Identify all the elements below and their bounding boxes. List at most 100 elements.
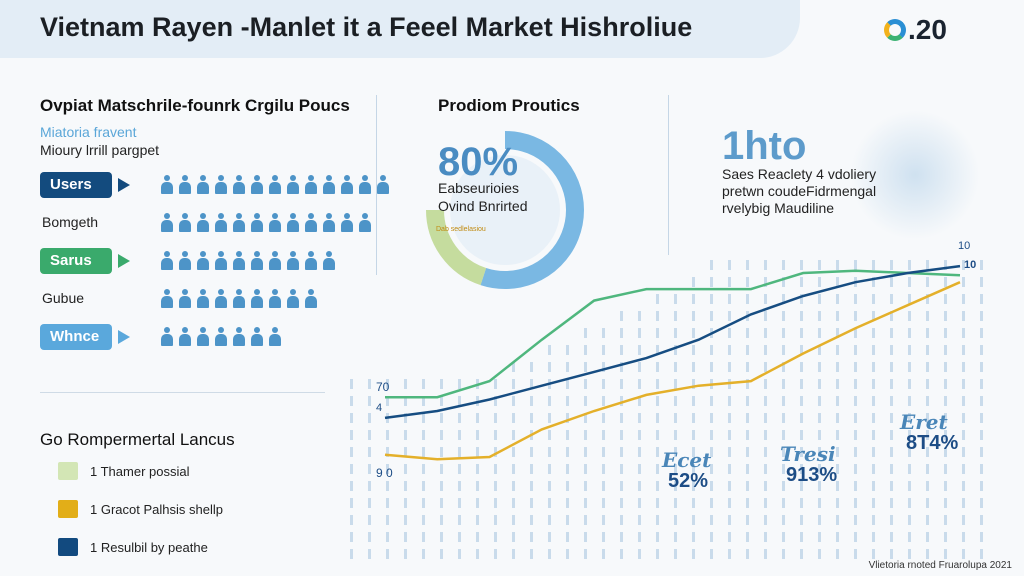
grid-tick xyxy=(386,430,389,440)
grid-tick xyxy=(692,464,695,474)
pictogram-row xyxy=(160,289,318,309)
person-icon xyxy=(286,213,300,233)
grid-tick xyxy=(710,396,713,406)
grid-tick xyxy=(368,481,371,491)
person-icon xyxy=(214,175,228,195)
person-icon xyxy=(178,327,192,347)
grid-tick xyxy=(350,379,353,389)
grid-tick xyxy=(602,498,605,508)
grid-tick xyxy=(890,515,893,525)
grid-tick xyxy=(926,549,929,559)
grid-tick xyxy=(980,498,983,508)
callout-value: 52% xyxy=(668,470,709,492)
grid-tick xyxy=(422,430,425,440)
grid-tick xyxy=(404,430,407,440)
grid-tick xyxy=(458,498,461,508)
grid-tick xyxy=(422,549,425,559)
grid-tick xyxy=(602,413,605,423)
grid-tick xyxy=(890,379,893,389)
person-icon xyxy=(304,289,318,309)
grid-tick xyxy=(674,413,677,423)
grid-tick xyxy=(764,413,767,423)
grid-tick xyxy=(512,362,515,372)
grid-tick xyxy=(512,498,515,508)
grid-tick xyxy=(530,464,533,474)
grid-tick xyxy=(404,515,407,525)
grid-tick xyxy=(512,396,515,406)
grid-tick xyxy=(566,481,569,491)
grid-tick xyxy=(674,549,677,559)
grid-tick xyxy=(872,413,875,423)
grid-tick xyxy=(872,260,875,270)
grid-tick xyxy=(476,464,479,474)
grid-tick xyxy=(962,481,965,491)
person-icon xyxy=(232,289,246,309)
grid-tick xyxy=(692,413,695,423)
row-tag: Sarus xyxy=(40,248,112,274)
grid-tick xyxy=(548,549,551,559)
grid-tick xyxy=(854,362,857,372)
person-icon xyxy=(304,213,318,233)
grid-tick xyxy=(368,430,371,440)
grid-tick xyxy=(818,345,821,355)
person-icon xyxy=(268,289,282,309)
grid-tick xyxy=(728,345,731,355)
grid-tick xyxy=(890,311,893,321)
grid-tick xyxy=(782,311,785,321)
grid-tick xyxy=(872,498,875,508)
grid-tick xyxy=(620,498,623,508)
grid-tick xyxy=(962,362,965,372)
legend-heading: Go Rompermertal Lancus xyxy=(40,430,235,449)
grid-tick xyxy=(458,464,461,474)
grid-tick xyxy=(566,464,569,474)
grid-tick xyxy=(728,413,731,423)
grid-tick xyxy=(764,294,767,304)
grid-tick xyxy=(458,379,461,389)
grid-tick xyxy=(602,464,605,474)
axis-label-left-top: 70 xyxy=(376,380,390,394)
grid-tick xyxy=(638,515,641,525)
grid-tick xyxy=(872,328,875,338)
grid-tick xyxy=(476,532,479,542)
grid-tick xyxy=(638,328,641,338)
person-icon xyxy=(286,289,300,309)
grid-tick xyxy=(674,515,677,525)
grid-tick xyxy=(530,396,533,406)
grid-tick xyxy=(674,362,677,372)
grid-tick xyxy=(764,328,767,338)
grid-tick xyxy=(674,447,677,457)
grid-tick xyxy=(746,481,749,491)
grid-tick xyxy=(674,379,677,389)
grid-tick xyxy=(818,328,821,338)
grid-tick xyxy=(692,345,695,355)
grid-tick xyxy=(674,311,677,321)
grid-tick xyxy=(548,345,551,355)
grid-tick xyxy=(566,362,569,372)
grid-tick xyxy=(476,498,479,508)
grid-tick xyxy=(692,311,695,321)
grid-tick xyxy=(800,515,803,525)
grid-tick xyxy=(386,464,389,474)
grid-tick xyxy=(836,413,839,423)
person-icon xyxy=(196,289,210,309)
grid-tick xyxy=(674,396,677,406)
grid-tick xyxy=(422,447,425,457)
grid-tick xyxy=(782,447,785,457)
grid-tick xyxy=(872,447,875,457)
person-icon xyxy=(322,251,336,271)
grid-tick xyxy=(782,328,785,338)
grid-tick xyxy=(962,294,965,304)
grid-tick xyxy=(494,498,497,508)
grid-tick xyxy=(980,447,983,457)
grid-tick xyxy=(890,260,893,270)
grid-tick xyxy=(530,413,533,423)
grid-tick xyxy=(782,464,785,474)
grid-tick xyxy=(800,277,803,287)
person-icon xyxy=(178,213,192,233)
grid-tick xyxy=(440,413,443,423)
grid-tick xyxy=(656,379,659,389)
person-icon xyxy=(268,327,282,347)
grid-tick xyxy=(980,532,983,542)
grid-tick xyxy=(440,430,443,440)
person-icon xyxy=(268,213,282,233)
